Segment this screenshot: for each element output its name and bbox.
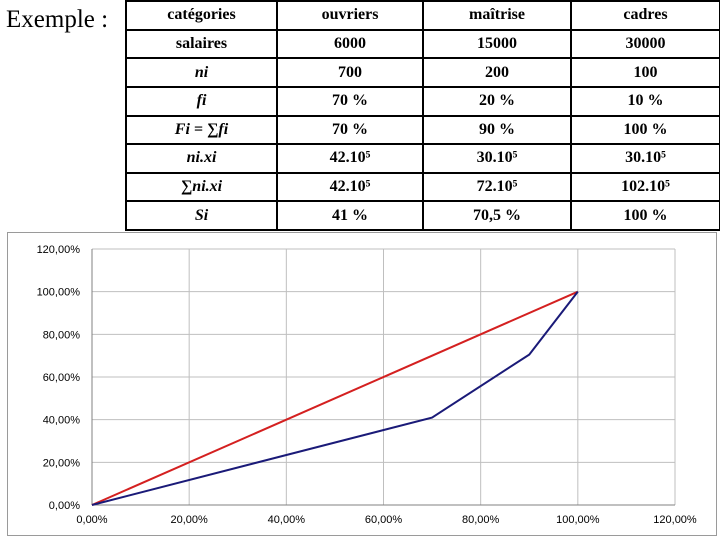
row-head: Fi = ∑fi (125, 114, 278, 146)
table-cell: 70 % (276, 114, 424, 146)
y-tick-label: 20,00% (43, 457, 81, 469)
statistics-table: catégories ouvriers maîtrise cadres sala… (125, 0, 720, 231)
x-tick-label: 120,00% (653, 514, 697, 526)
row-head: ni (125, 57, 278, 88)
y-tick-label: 40,00% (43, 415, 81, 427)
table-header-cell: ouvriers (276, 0, 424, 31)
table-cell: 72.10⁵ (422, 171, 572, 203)
slide-label: Exemple : (6, 6, 109, 33)
table-cell: 41 % (276, 200, 424, 231)
table-cell: 30.10⁵ (570, 143, 720, 174)
table-cell: 15000 (422, 28, 572, 60)
table-row: ni 700 200 100 (125, 57, 720, 88)
equality-line (91, 290, 579, 506)
x-tick-label: 60,00% (365, 514, 403, 526)
lorenz-curve (91, 291, 579, 506)
table-cell: 90 % (422, 114, 572, 146)
table-header-cell: catégories (125, 0, 278, 31)
x-tick-label: 40,00% (268, 514, 306, 526)
table-row: fi 70 % 20 % 10 % (125, 85, 720, 117)
table-row: ∑ni.xi 42.10⁵ 72.10⁵ 102.10⁵ (125, 171, 720, 203)
x-tick-label: 20,00% (171, 514, 209, 526)
x-tick-label: 100,00% (556, 514, 600, 526)
row-head: Si (125, 200, 278, 231)
table-cell: 200 (422, 57, 572, 88)
table-row: ni.xi 42.10⁵ 30.10⁵ 30.10⁵ (125, 143, 720, 174)
table-cell: 700 (276, 57, 424, 88)
table-cell: 20 % (422, 85, 572, 117)
table-cell: 30.10⁵ (422, 143, 572, 174)
table-cell: 70,5 % (422, 200, 572, 231)
table-header-cell: maîtrise (422, 0, 572, 31)
table-cell: 6000 (276, 28, 424, 60)
table-cell: 30000 (570, 28, 720, 60)
table-cell: 100 % (570, 114, 720, 146)
row-head: ni.xi (125, 143, 278, 174)
table-row: Si 41 % 70,5 % 100 % (125, 200, 720, 231)
row-head: fi (125, 85, 278, 117)
table-row: salaires 6000 15000 30000 (125, 28, 720, 60)
table-cell: 10 % (570, 85, 720, 117)
y-tick-label: 100,00% (37, 287, 81, 299)
y-tick-label: 80,00% (43, 329, 81, 341)
table-cell: 70 % (276, 85, 424, 117)
row-head: ∑ni.xi (125, 171, 278, 203)
y-tick-label: 60,00% (43, 372, 81, 384)
table-cell: 100 % (570, 200, 720, 231)
x-tick-label: 80,00% (462, 514, 500, 526)
y-tick-label: 0,00% (49, 500, 80, 512)
table-row: Fi = ∑fi 70 % 90 % 100 % (125, 114, 720, 146)
table-cell: 42.10⁵ (276, 171, 424, 203)
table-cell: 100 (570, 57, 720, 88)
x-tick-label: 0,00% (76, 514, 107, 526)
table-cell: 42.10⁵ (276, 143, 424, 174)
table-cell: 102.10⁵ (570, 171, 720, 203)
table-header-row: catégories ouvriers maîtrise cadres (125, 0, 720, 31)
chart-svg: 0,00% 20,00% 40,00% 60,00% 80,00% 100,00% 120,… (37, 244, 697, 526)
lorenz-chart: 0,00% 20,00% 40,00% 60,00% 80,00% 100,00% 120,… (7, 232, 717, 536)
y-tick-label: 120,00% (37, 244, 81, 256)
row-head: salaires (125, 28, 278, 60)
table-header-cell: cadres (570, 0, 720, 31)
